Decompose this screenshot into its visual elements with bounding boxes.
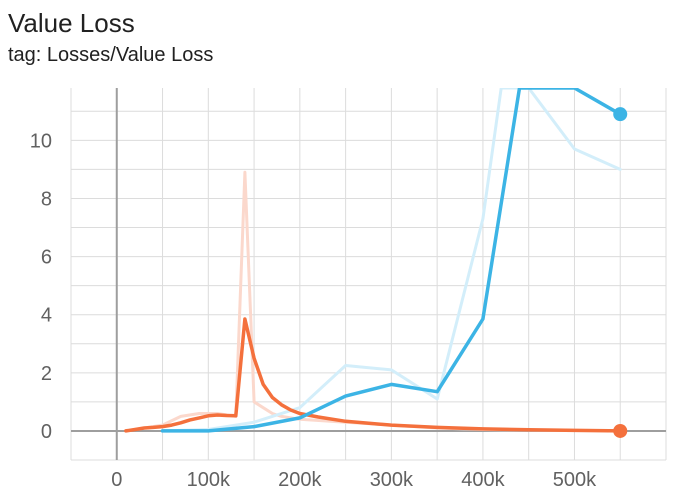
grid bbox=[70, 88, 667, 461]
y-tick-label: 4 bbox=[41, 305, 52, 327]
series-smoothed-line bbox=[160, 88, 622, 433]
series-raw-line bbox=[124, 170, 622, 433]
x-tick-label: 0 bbox=[111, 469, 122, 491]
series-raw-line bbox=[161, 88, 622, 433]
x-tick-label: 400k bbox=[461, 469, 505, 491]
tick-labels: 0 100k 200k 300k 400k 500k 0 2 4 6 8 10 bbox=[30, 130, 597, 491]
y-tick-label: 2 bbox=[41, 363, 52, 385]
x-tick-label: 100k bbox=[187, 469, 231, 491]
x-tick-label: 200k bbox=[278, 469, 322, 491]
y-tick-label: 8 bbox=[41, 188, 52, 210]
series-last-point bbox=[613, 107, 628, 122]
series-lines bbox=[124, 88, 622, 433]
x-tick-label: 500k bbox=[553, 469, 597, 491]
y-tick-label: 6 bbox=[41, 247, 52, 269]
series-smoothed-line bbox=[124, 317, 622, 433]
series-last-point bbox=[613, 423, 628, 438]
chart-subtitle: tag: Losses/Value Loss bbox=[8, 44, 214, 66]
last-point-markers bbox=[613, 107, 628, 438]
chart-title: Value Loss bbox=[8, 8, 135, 38]
y-tick-label: 0 bbox=[41, 421, 52, 443]
x-tick-label: 300k bbox=[370, 469, 414, 491]
y-tick-label: 10 bbox=[30, 130, 52, 152]
axes bbox=[71, 88, 666, 460]
